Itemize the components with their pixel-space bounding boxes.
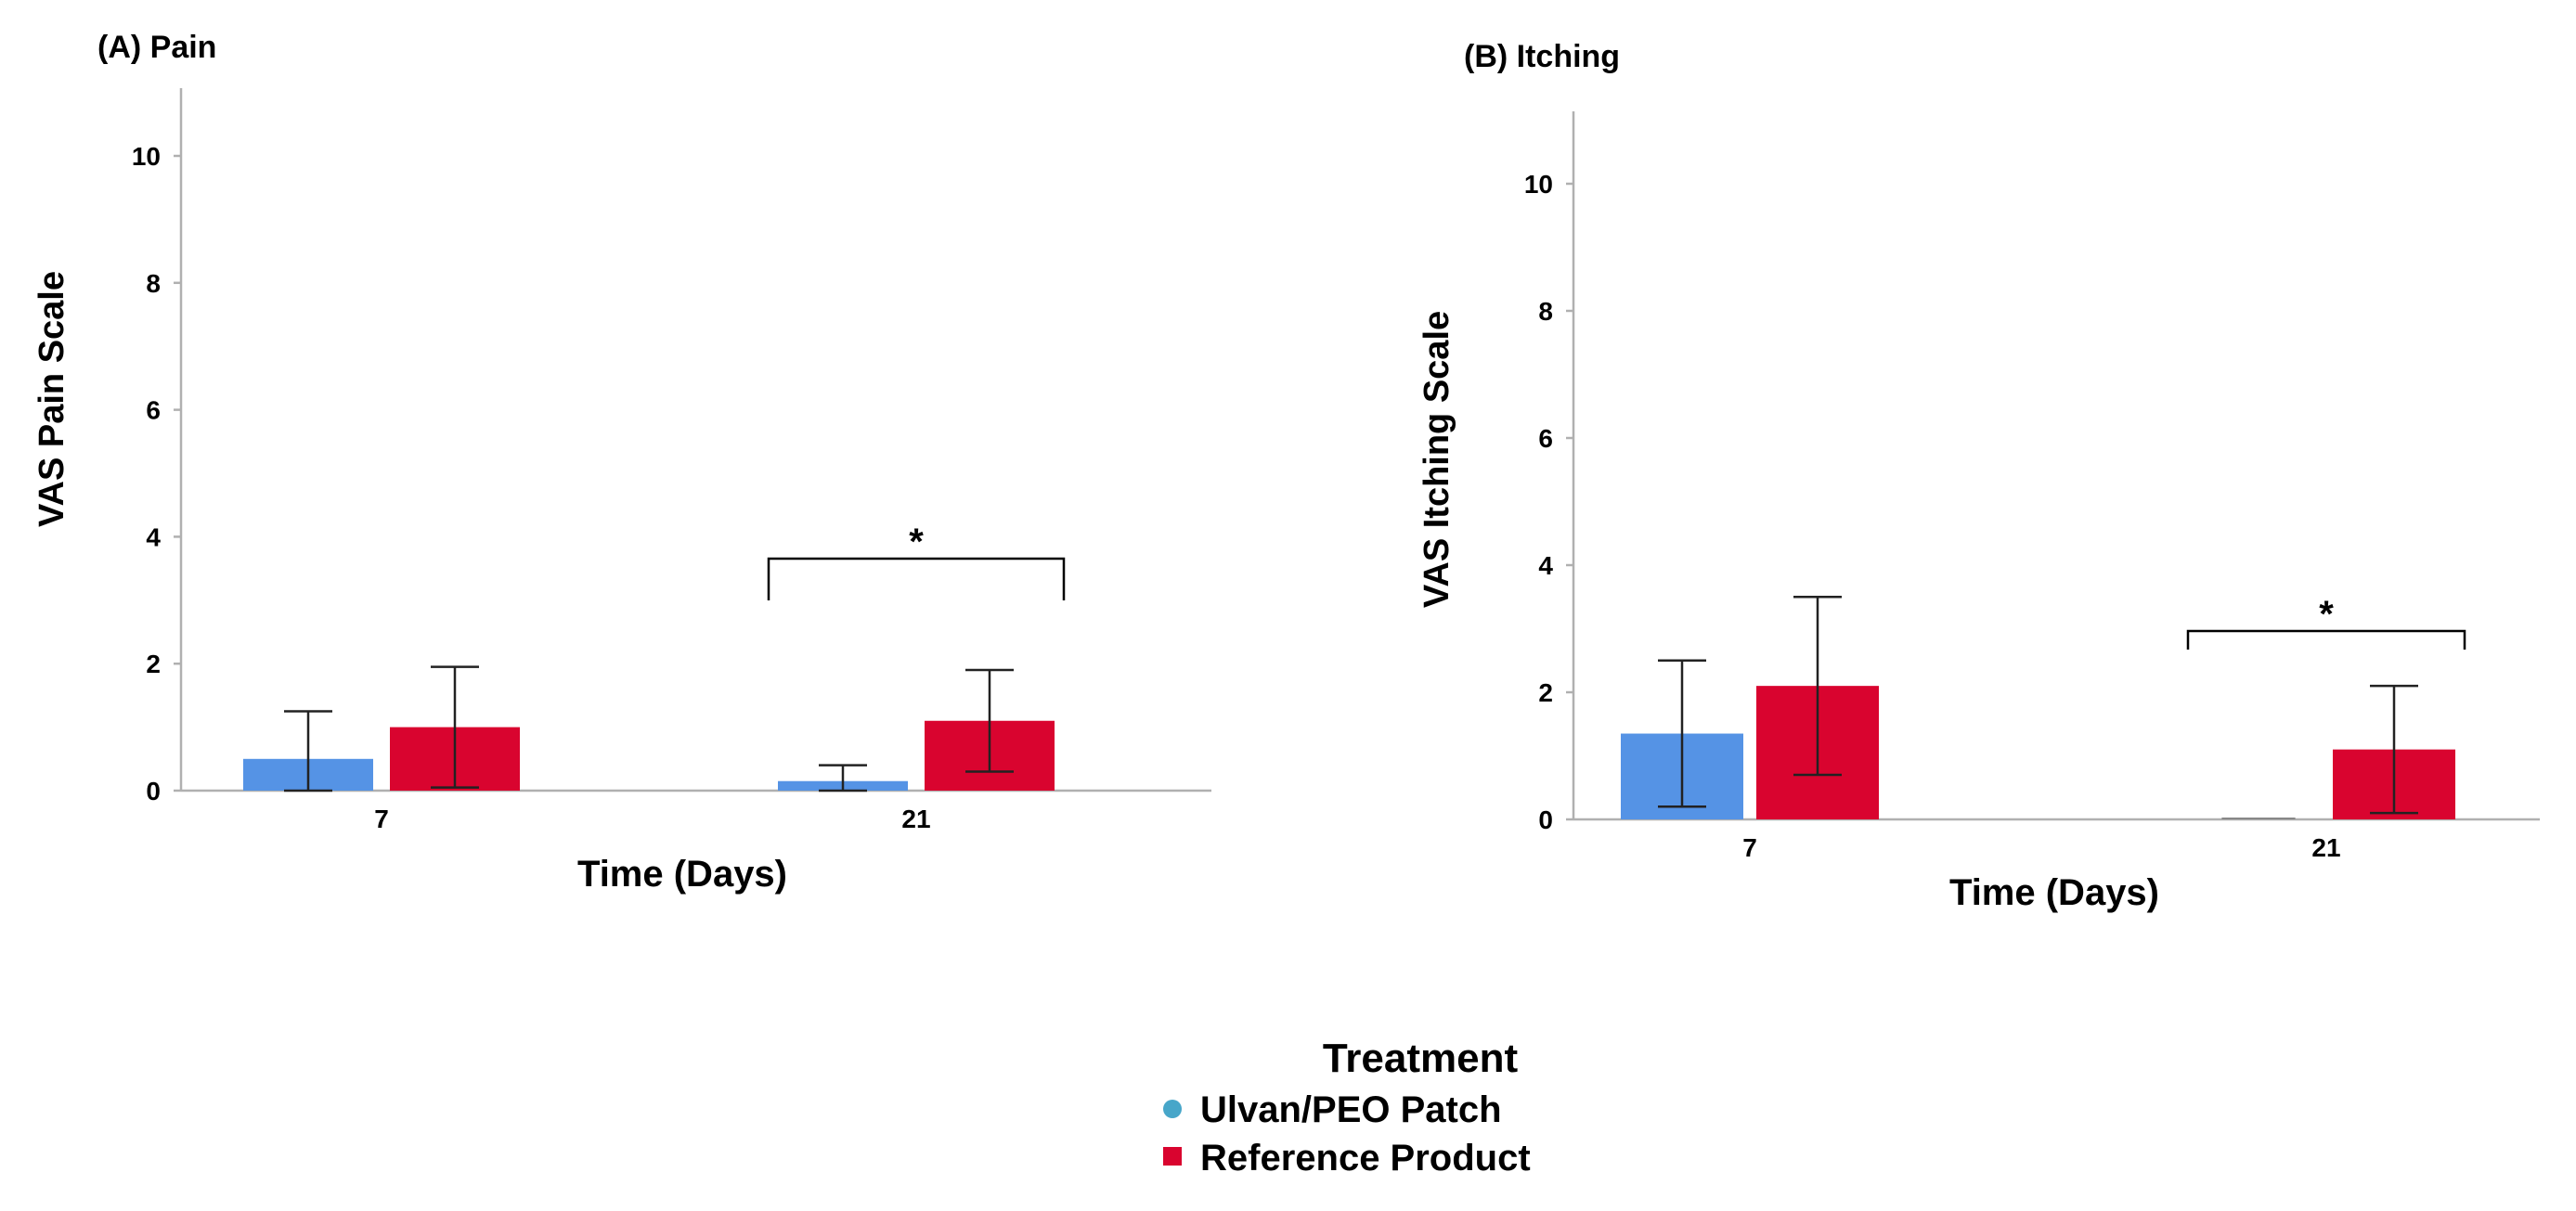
legend-marker-ulvan xyxy=(1163,1100,1182,1118)
panel-a-ytick-label: 6 xyxy=(146,396,161,425)
panel-a-significance-bracket xyxy=(767,557,1066,600)
panel-a-significance-star: * xyxy=(909,522,924,562)
panel-a-xlabel: Time (Days) xyxy=(577,854,787,895)
panel-b-ytick-label: 4 xyxy=(1538,551,1553,580)
panel-a-title: (A) Pain xyxy=(97,30,216,65)
legend-label-ulvan: Ulvan/PEO Patch xyxy=(1200,1089,1502,1130)
legend-label-reference: Reference Product xyxy=(1200,1138,1531,1179)
panel-b-title: (B) Itching xyxy=(1464,39,1620,74)
panel-a-ytick-label: 10 xyxy=(132,142,161,171)
legend-title: Treatment xyxy=(1323,1036,1519,1081)
panel-b-xlabel: Time (Days) xyxy=(1949,872,2159,913)
panel-b-plot: 0 2 4 6 8 10 7 21 * xyxy=(1524,111,2540,862)
panel-a-ylabel: VAS Pain Scale xyxy=(32,271,71,527)
panel-a-xtick-label: 7 xyxy=(374,805,389,833)
panel-b-ytick-label: 10 xyxy=(1524,170,1553,199)
panel-a-ytick-label: 2 xyxy=(146,650,161,678)
panel-a-plot: 0 2 4 6 8 10 7 21 * xyxy=(132,88,1211,833)
panel-b-ylabel: VAS Itching Scale xyxy=(1417,311,1456,608)
legend: Treatment Ulvan/PEO Patch Reference Prod… xyxy=(1163,1036,1531,1179)
legend-marker-reference xyxy=(1163,1147,1182,1166)
panel-b-ytick-label: 6 xyxy=(1538,424,1553,453)
panel-a-xtick-label: 21 xyxy=(901,805,930,833)
panel-b-ytick-label: 2 xyxy=(1538,678,1553,707)
panel-b-significance-bracket xyxy=(2186,629,2466,650)
panel-b-ytick-label: 8 xyxy=(1538,297,1553,326)
panel-a-ytick-label: 4 xyxy=(146,522,161,551)
panel-b-xtick-label: 7 xyxy=(1742,833,1757,862)
panel-b-xtick-label: 21 xyxy=(2311,833,2340,862)
panel-a-pain: (A) Pain VAS Pain Scale Time (Days) 0 2 4 6… xyxy=(32,30,1211,895)
panel-b-ytick-label: 0 xyxy=(1538,805,1553,834)
panel-b-significance-star: * xyxy=(2319,594,2334,635)
panel-b-itching: (B) Itching VAS Itching Scale Time (Days… xyxy=(1417,39,2540,913)
panel-a-ytick-label: 8 xyxy=(146,269,161,298)
panel-a-ytick-label: 0 xyxy=(146,777,161,805)
